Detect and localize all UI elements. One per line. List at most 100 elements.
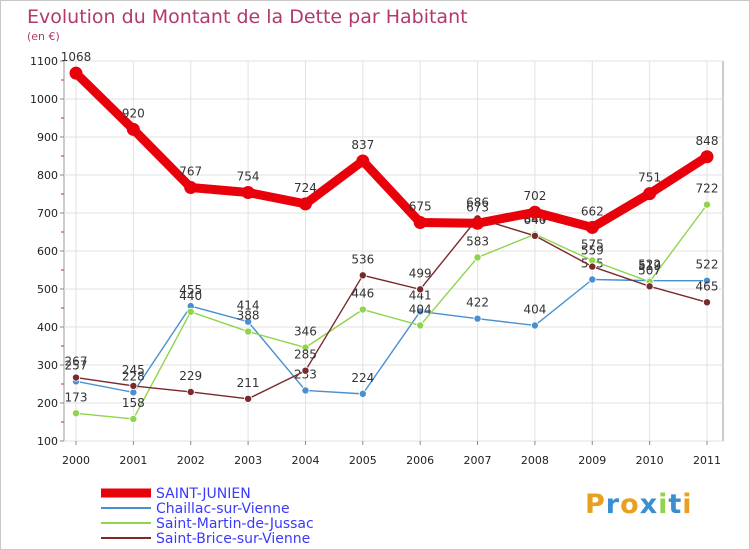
x-tick-label: 2001 [119,454,147,467]
data-label: 673 [466,200,489,214]
y-tick-label: 1100 [30,55,58,68]
y-tick-label: 1000 [30,93,58,106]
data-label: 455 [179,283,202,297]
y-tick-label: 800 [37,169,58,182]
data-label: 257 [65,358,88,372]
data-point [473,253,482,262]
x-tick-label: 2004 [291,454,319,467]
data-label: 519 [638,259,661,273]
data-label: 245 [122,363,145,377]
data-point [298,197,312,211]
data-label: 522 [696,258,719,272]
data-point [471,216,485,230]
data-label: 388 [237,309,260,323]
y-tick-label: 600 [37,245,58,258]
data-label: 522 [638,258,661,272]
data-point [643,187,657,201]
data-point [416,321,425,330]
data-point [530,321,539,330]
data-label: 404 [523,302,546,316]
x-tick-label: 2003 [234,454,262,467]
data-point [645,282,654,291]
data-label: 536 [351,252,374,266]
data-label: 754 [237,169,260,183]
data-point [358,271,367,280]
data-point [530,231,539,240]
x-tick-label: 2009 [578,454,606,467]
data-point [358,389,367,398]
data-label: 446 [351,287,374,301]
data-label: 767 [179,165,202,179]
data-label: 507 [638,263,661,277]
x-tick-label: 2011 [693,454,721,467]
data-label: 583 [466,234,489,248]
data-point [700,150,714,164]
data-point [126,122,140,136]
series-line-1 [75,278,708,395]
data-point [703,200,712,209]
legend-label: Saint-Martin-de-Jussac [156,516,314,532]
y-tick-label: 500 [37,283,58,296]
data-point [244,394,253,403]
x-tick-label: 2000 [62,454,90,467]
y-tick-label: 100 [37,435,58,448]
series-line-3 [75,217,708,400]
x-tick-label: 2005 [349,454,377,467]
data-point [184,181,198,195]
data-label: 662 [581,204,604,218]
data-label: 414 [237,299,260,313]
data-point [244,327,253,336]
data-label: 224 [351,371,374,385]
data-label: 722 [696,182,719,196]
data-point [585,220,599,234]
data-point [69,66,83,80]
proxiti-logo: Proxiti [585,489,693,520]
legend-label: SAINT-JUNIEN [156,486,251,502]
legend-label: Chaillac-sur-Vienne [156,501,290,517]
data-point [301,366,310,375]
data-point [358,305,367,314]
data-point [301,343,310,352]
data-point [416,307,425,316]
x-tick-label: 2002 [177,454,205,467]
data-label: 675 [409,200,432,214]
data-label: 920 [122,106,145,120]
y-tick-label: 200 [37,397,58,410]
data-label: 422 [466,296,489,310]
y-tick-label: 900 [37,131,58,144]
y-tick-label: 400 [37,321,58,334]
legend-label: Saint-Brice-sur-Vienne [156,531,310,547]
data-label: 724 [294,181,317,195]
data-label: 441 [409,288,432,302]
data-point [186,387,195,396]
data-label: 848 [696,134,719,148]
data-point [528,205,542,219]
data-point [129,414,138,423]
data-point [186,307,195,316]
data-point [703,276,712,285]
data-label: 751 [638,171,661,185]
x-tick-label: 2006 [406,454,434,467]
data-point [703,298,712,307]
data-point [72,373,81,382]
data-point [588,275,597,284]
data-point [413,216,427,229]
chart-title: Evolution du Montant de la Dette par Hab… [27,6,468,28]
data-label: 173 [65,390,88,404]
data-point [129,381,138,390]
data-label: 440 [179,289,202,303]
chart-subtitle: (en €) [27,30,60,43]
data-point [244,317,253,326]
x-tick-label: 2010 [636,454,664,467]
data-label: 465 [696,279,719,293]
series-line-0 [71,68,712,232]
data-label: 559 [581,244,604,258]
y-tick-label: 700 [37,207,58,220]
data-label: 346 [294,325,317,339]
data-label: 1068 [61,50,92,64]
data-point [588,262,597,271]
x-tick-label: 2007 [464,454,492,467]
data-point [301,386,310,395]
